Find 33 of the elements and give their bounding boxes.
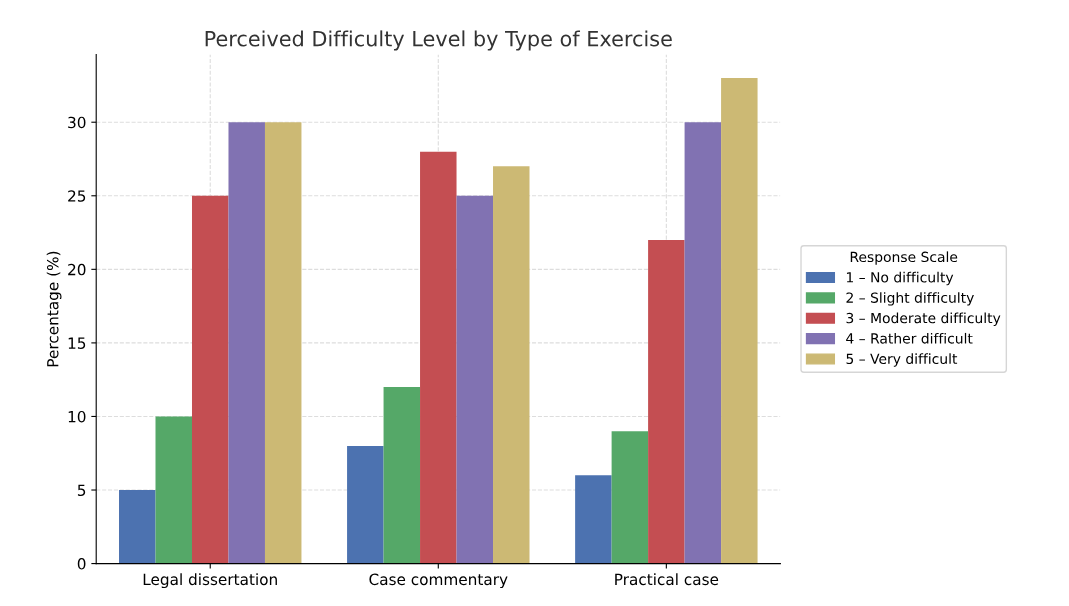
x-tick-label: Legal dissertation xyxy=(143,573,277,589)
bar xyxy=(493,166,530,564)
bar xyxy=(721,78,758,564)
legend-label: 2 – Slight difficulty xyxy=(846,292,974,306)
bar xyxy=(575,475,612,564)
y-tick-label: 30 xyxy=(68,116,86,129)
bar xyxy=(347,445,384,564)
bar xyxy=(611,431,649,564)
bar xyxy=(648,239,685,564)
bar xyxy=(684,122,722,564)
x-tick-label: Practical case xyxy=(615,573,719,586)
y-tick-label: 15 xyxy=(68,337,86,349)
legend-label: 1 – No difficulty xyxy=(846,271,954,286)
legend-title: Response Scale xyxy=(850,251,958,265)
bar xyxy=(420,151,457,564)
bar xyxy=(228,122,265,564)
legend-label: 5 – Very difficult xyxy=(846,353,958,367)
bar xyxy=(456,195,494,564)
y-axis-title: Percentage (%) xyxy=(46,251,62,367)
bar xyxy=(264,122,302,564)
bar xyxy=(191,195,229,564)
bar xyxy=(383,387,421,564)
y-tick-label: 0 xyxy=(77,558,86,570)
bar xyxy=(119,490,156,564)
bar xyxy=(155,416,192,564)
y-tick-label: 25 xyxy=(68,190,86,202)
legend-label: 3 – Moderate difficulty xyxy=(846,312,1001,326)
y-tick-label: 10 xyxy=(68,410,86,423)
x-tick-label: Case commentary xyxy=(369,573,508,589)
legend-label: 4 – Rather difficult xyxy=(846,332,973,344)
y-tick-label: 5 xyxy=(77,484,86,497)
chart-title: Perceived Difficulty Level by Type of Exercise xyxy=(205,30,672,51)
y-tick-label: 20 xyxy=(68,263,86,276)
